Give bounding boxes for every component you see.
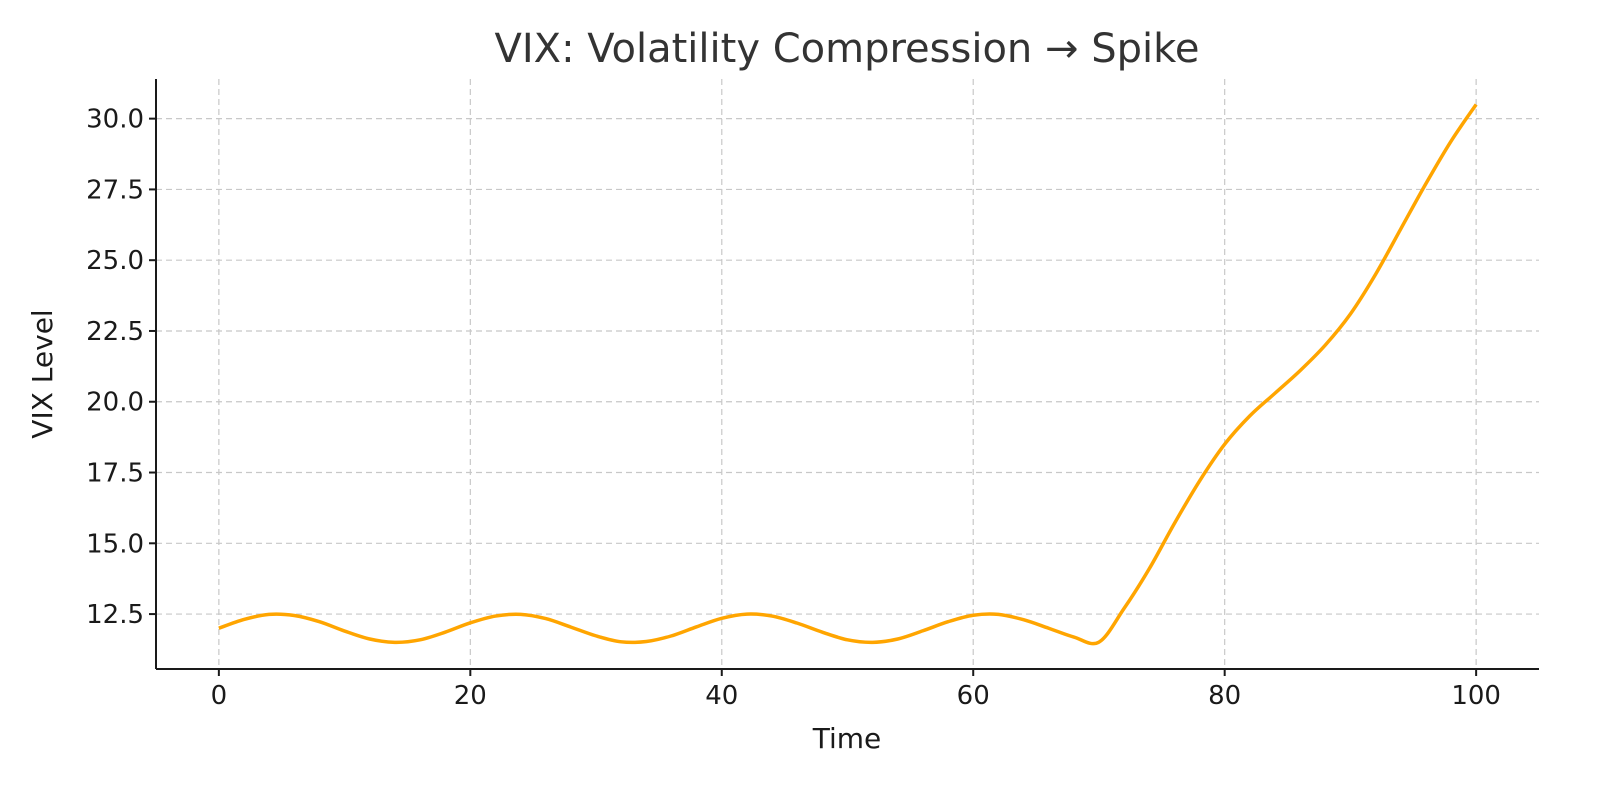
y-tick-label: 22.5 xyxy=(86,317,144,347)
y-tick-label: 12.5 xyxy=(86,600,144,630)
y-tick-label: 27.5 xyxy=(86,175,144,205)
x-tick-label: 20 xyxy=(454,681,487,711)
x-tick-label: 80 xyxy=(1208,681,1241,711)
y-tick-label: 20.0 xyxy=(86,388,144,418)
grid-lines xyxy=(156,79,1539,669)
x-tick-label: 60 xyxy=(957,681,990,711)
y-tick-label: 30.0 xyxy=(86,105,144,135)
y-axis-label: VIX Level xyxy=(26,309,59,438)
y-tick-label: 17.5 xyxy=(86,459,144,489)
x-tick-label: 100 xyxy=(1451,681,1501,711)
x-tick-label: 0 xyxy=(211,681,228,711)
chart-title: VIX: Volatility Compression → Spike xyxy=(495,26,1200,72)
y-tick-label: 15.0 xyxy=(86,529,144,559)
x-axis-ticks: 0 20 40 60 80 100 xyxy=(211,669,1501,711)
y-tick-label: 25.0 xyxy=(86,246,144,276)
vix-series-line xyxy=(218,103,1478,646)
x-axis-label: Time xyxy=(812,722,882,755)
y-axis-ticks: 12.5 15.0 17.5 20.0 22.5 25.0 27.5 30.0 xyxy=(86,105,156,630)
x-tick-label: 40 xyxy=(705,681,738,711)
